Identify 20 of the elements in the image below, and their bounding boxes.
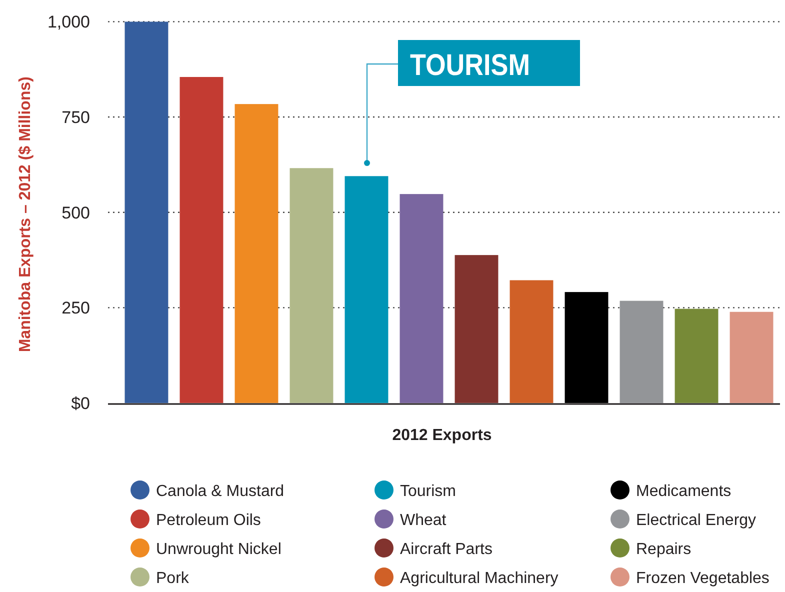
y-tick-label: 750 [62,108,90,127]
legend-label: Canola & Mustard [156,483,284,500]
legend-label: Electrical Energy [636,512,756,529]
y-tick-label: 500 [62,203,90,222]
legend-label: Repairs [636,541,692,558]
legend-label: Pork [156,570,190,587]
legend-label: Agricultural Machinery [400,570,558,587]
legend-label: Aircraft Parts [400,541,492,558]
y-tick-label: $0 [71,394,90,413]
y-tick-label: 250 [62,298,90,318]
legend-label: Frozen Vegetables [636,570,770,587]
legend-label: Wheat [400,512,447,529]
y-tick-label: 1,000 [47,12,90,32]
y-axis-title: Manitoba Exports – 2012 ($ Millions) [17,76,34,352]
legend-label: Tourism [400,483,456,500]
legend-label: Unwrought Nickel [156,541,282,558]
legend-label: Petroleum Oils [156,512,261,529]
legend-label: Medicaments [636,483,732,500]
x-axis-title: 2012 Exports [392,427,492,444]
annotation: TOURISM [410,49,548,82]
